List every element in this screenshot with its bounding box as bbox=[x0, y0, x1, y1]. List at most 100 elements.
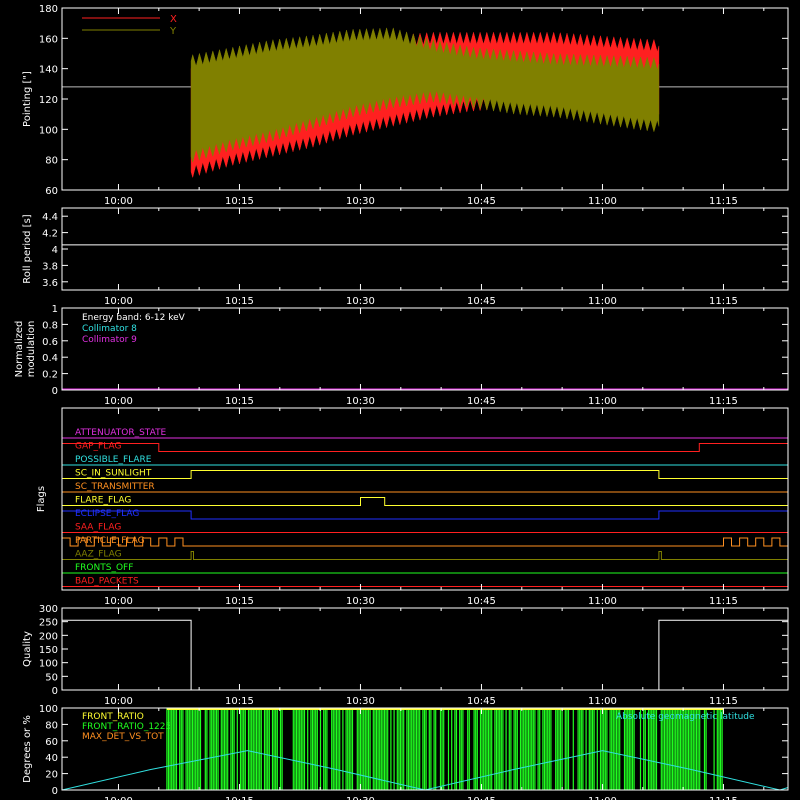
modulation-annotation-1: Collimator 8 bbox=[82, 324, 137, 334]
y-axis-label-line1: Normalized bbox=[14, 321, 25, 378]
legend-label-y: Y bbox=[169, 26, 177, 37]
x-tick-label: 10:15 bbox=[225, 196, 254, 207]
y-tick-label: 60 bbox=[45, 186, 58, 197]
flag-trace-aaz_flag bbox=[62, 551, 788, 560]
ratio-legend-0: FRONT_RATIO bbox=[82, 712, 144, 722]
x-tick-label: 10:15 bbox=[225, 596, 254, 607]
quality-line bbox=[62, 619, 788, 691]
flag-label-particle_flag: PARTICLE_FLAG bbox=[75, 536, 145, 546]
y-tick-label: 0.8 bbox=[42, 320, 58, 331]
x-tick-label: 10:00 bbox=[104, 396, 133, 407]
x-tick-label: 10:30 bbox=[346, 796, 375, 800]
y-tick-label: 0.4 bbox=[42, 353, 58, 364]
flag-trace-flare_flag bbox=[62, 497, 788, 506]
flag-trace-gap_flag bbox=[61, 443, 789, 452]
y-axis-label: Degrees or % bbox=[22, 715, 33, 783]
legend-label-x: X bbox=[170, 14, 177, 25]
panel-frame bbox=[61, 207, 789, 291]
x-tick-label: 10:00 bbox=[104, 796, 133, 800]
y-tick-label: 200 bbox=[39, 631, 58, 642]
x-tick-label: 10:00 bbox=[104, 596, 133, 607]
x-tick-label: 10:00 bbox=[104, 696, 133, 707]
flag-label-eclipse_flag: ECLIPSE_FLAG bbox=[75, 509, 139, 519]
panel-frame bbox=[61, 407, 789, 591]
x-tick-label: 10:45 bbox=[467, 796, 496, 800]
x-tick-label: 11:15 bbox=[709, 396, 738, 407]
y-tick-label: 160 bbox=[39, 34, 58, 45]
flag-label-flare_flag: FLARE_FLAG bbox=[75, 496, 131, 506]
y-tick-label: 0 bbox=[52, 386, 58, 397]
modulation-annotation-2: Collimator 9 bbox=[82, 335, 137, 345]
flag-label-sc_transmitter: SC_TRANSMITTER bbox=[75, 482, 155, 492]
y-axis-label-line2: modulation bbox=[26, 321, 37, 378]
flag-label-aaz_flag: AAZ_FLAG bbox=[75, 550, 122, 560]
x-tick-label: 10:30 bbox=[346, 596, 375, 607]
x-tick-label: 10:45 bbox=[467, 196, 496, 207]
y-tick-label: 80 bbox=[45, 720, 58, 731]
y-tick-label: 50 bbox=[45, 672, 58, 683]
y-tick-label: 3.6 bbox=[42, 278, 58, 289]
y-tick-label: 180 bbox=[39, 4, 58, 15]
y-axis-label: Quality bbox=[22, 631, 33, 667]
panel-pointing bbox=[61, 7, 789, 191]
x-tick-label: 10:15 bbox=[225, 396, 254, 407]
x-tick-label: 10:45 bbox=[467, 296, 496, 307]
x-tick-label: 11:00 bbox=[588, 296, 617, 307]
panel-ratios bbox=[61, 707, 789, 791]
x-tick-label: 11:15 bbox=[709, 196, 738, 207]
flag-trace-particle_flag bbox=[61, 537, 788, 547]
flag-label-gap_flag: GAP_FLAG bbox=[75, 442, 121, 452]
y-tick-label: 100 bbox=[39, 659, 58, 670]
x-tick-label: 10:15 bbox=[225, 796, 254, 800]
y-tick-label: 4.4 bbox=[42, 212, 58, 223]
panel-flags bbox=[61, 407, 789, 591]
ratio-legend-2: MAX_DET_VS_TOT bbox=[82, 732, 164, 742]
panel-frame bbox=[61, 307, 789, 391]
y-axis-label: Pointing ["] bbox=[22, 71, 33, 127]
x-tick-label: 11:00 bbox=[588, 396, 617, 407]
x-tick-label: 10:30 bbox=[346, 196, 375, 207]
panel-quality bbox=[61, 607, 789, 691]
x-tick-label: 11:15 bbox=[709, 296, 738, 307]
x-tick-label: 10:30 bbox=[346, 296, 375, 307]
y-tick-label: 40 bbox=[45, 753, 58, 764]
modulation-annotation-0: Energy band: 6-12 keV bbox=[82, 313, 186, 323]
y-tick-label: 4.2 bbox=[42, 229, 58, 240]
y-tick-label: 0 bbox=[52, 786, 58, 797]
panel-roll bbox=[61, 207, 789, 291]
x-tick-label: 10:00 bbox=[104, 296, 133, 307]
y-tick-label: 300 bbox=[39, 604, 58, 615]
y-tick-label: 1 bbox=[52, 304, 58, 315]
flag-label-bad_packets: BAD_PACKETS bbox=[75, 577, 139, 587]
x-tick-label: 11:15 bbox=[709, 696, 738, 707]
x-tick-label: 10:15 bbox=[225, 296, 254, 307]
flag-label-sc_in_sunlight: SC_IN_SUNLIGHT bbox=[75, 469, 152, 479]
flag-trace-sc_in_sunlight bbox=[62, 470, 788, 479]
y-tick-label: 120 bbox=[39, 95, 58, 106]
flag-label-saa_flag: SAA_FLAG bbox=[75, 523, 121, 533]
flag-trace-eclipse_flag bbox=[61, 510, 789, 520]
ratio-legend-1: FRONT_RATIO_1225 bbox=[82, 722, 171, 732]
x-tick-label: 10:00 bbox=[104, 196, 133, 207]
y-tick-label: 80 bbox=[45, 156, 58, 167]
x-tick-label: 11:00 bbox=[588, 696, 617, 707]
x-tick-label: 11:00 bbox=[588, 796, 617, 800]
y-tick-label: 3.8 bbox=[42, 261, 58, 272]
y-axis-label: Roll period [s] bbox=[22, 214, 33, 283]
y-tick-label: 100 bbox=[39, 125, 58, 136]
panel-frame bbox=[61, 707, 789, 791]
panel-modulation bbox=[61, 307, 789, 391]
ratio-legend-3: Absolute geomagnetic latitude bbox=[616, 712, 755, 722]
x-tick-label: 10:15 bbox=[225, 696, 254, 707]
y-tick-label: 250 bbox=[39, 618, 58, 629]
x-tick-label: 11:00 bbox=[588, 596, 617, 607]
geomagnetic-latitude-line bbox=[61, 750, 789, 791]
x-tick-label: 10:30 bbox=[346, 396, 375, 407]
x-tick-label: 11:15 bbox=[709, 796, 738, 800]
x-tick-label: 10:30 bbox=[346, 696, 375, 707]
x-tick-label: 11:15 bbox=[709, 596, 738, 607]
x-tick-label: 10:45 bbox=[467, 396, 496, 407]
y-tick-label: 60 bbox=[45, 737, 58, 748]
